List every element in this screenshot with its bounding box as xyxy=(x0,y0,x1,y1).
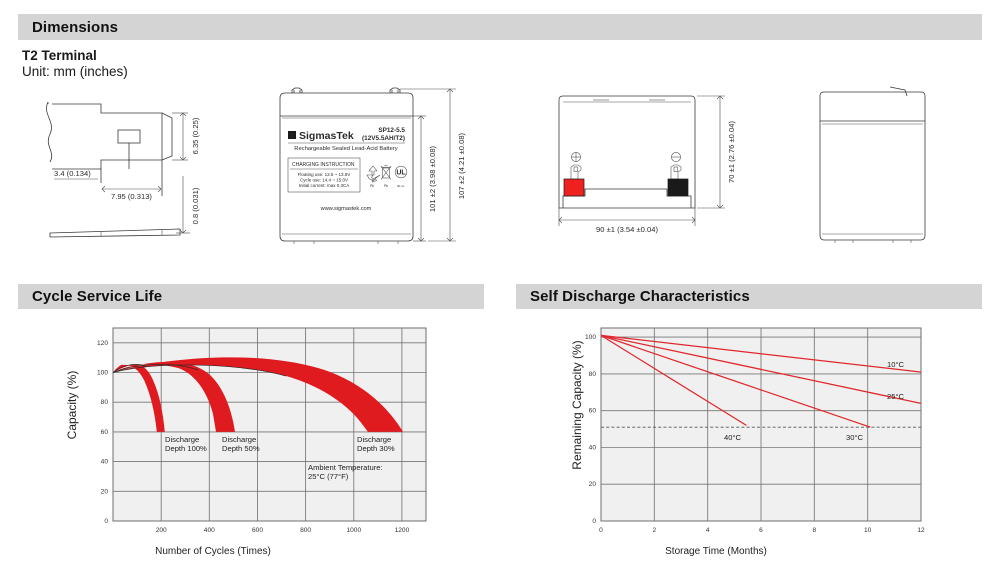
battery-top-view-drawing: 90 ±1 (3.54 ±0.04) 70 ±1 (2.76 ±0.04) xyxy=(545,84,755,252)
cycle-xtick-800: 800 xyxy=(300,527,311,534)
sigma-glyph-icon: Σ xyxy=(290,134,294,140)
recycle-caption: Pb xyxy=(370,184,374,188)
self-xtick-12: 12 xyxy=(917,527,925,534)
self-ytick-20: 20 xyxy=(589,481,597,488)
svg-text:UL: UL xyxy=(396,170,406,177)
terminal-type-label: T2 Terminal xyxy=(22,48,97,63)
cycle-ann-dd30-l2: Depth 30% xyxy=(357,444,395,453)
top-depth-dim: 70 ±1 (2.76 ±0.04) xyxy=(727,121,736,183)
cycle-ytick-20: 20 xyxy=(101,488,109,495)
cycle-ytick-0: 0 xyxy=(104,518,108,525)
cycle-ytick-80: 80 xyxy=(101,399,109,406)
negative-terminal-block xyxy=(667,178,689,197)
self-label-25c: 25°C xyxy=(887,392,904,401)
chart-cycle-service-life: 120 100 80 60 40 20 0 200 400 600 800 10… xyxy=(18,314,484,572)
self-line-40c xyxy=(600,334,747,426)
self-label-40c: 40°C xyxy=(724,433,741,442)
cycle-band-dd50 xyxy=(113,361,235,432)
cycle-ann-dd100-l2: Depth 100% xyxy=(165,444,207,453)
cycle-xtick-600: 600 xyxy=(252,527,263,534)
self-ytick-60: 60 xyxy=(589,408,597,415)
cycle-xtick-200: 200 xyxy=(156,527,167,534)
section-header-dimensions: Dimensions xyxy=(18,14,982,40)
ul-mark-icon: UL xyxy=(394,165,408,179)
self-label-30c: 30°C xyxy=(846,433,863,442)
charging-line-2: Cycle use: 14.4 ~ 15.0V xyxy=(300,178,348,183)
self-y-axis-title-text: Remaining Capacity (%) xyxy=(570,340,584,470)
terminal-width-dim: 3.4 (0.134) xyxy=(54,169,91,178)
crossed-bin-pb-icon xyxy=(380,165,392,180)
model-number: SP12-5.5 xyxy=(378,127,405,134)
cycle-x-axis-title: Number of Cycles (Times) xyxy=(155,546,271,557)
cycle-ann-ambient-l2: 25°C (77°F) xyxy=(308,472,349,481)
self-line-25c xyxy=(600,334,922,405)
self-xtick-0: 0 xyxy=(599,527,603,534)
cycle-ann-dd50-l1: Discharge xyxy=(222,435,256,444)
cycle-ytick-100: 100 xyxy=(97,370,108,377)
cycle-xtick-400: 400 xyxy=(204,527,215,534)
positive-terminal-block xyxy=(563,178,585,197)
self-line-30c xyxy=(600,334,871,428)
terminal-height-dim: 6.35 (0.25) xyxy=(191,117,200,154)
cycle-xtick-1000: 1000 xyxy=(346,527,361,534)
battery-subtitle: Rechargeable Sealed Lead-Acid Battery xyxy=(294,146,398,152)
cycle-band-dd100 xyxy=(113,364,165,432)
cycle-band-dd30 xyxy=(113,357,403,432)
self-ytick-0: 0 xyxy=(592,518,596,525)
self-xtick-2: 2 xyxy=(652,527,656,534)
self-xtick-4: 4 xyxy=(706,527,710,534)
self-label-10c: 10°C xyxy=(887,360,904,369)
self-ytick-80: 80 xyxy=(589,371,597,378)
self-x-axis-title: Storage Time (Months) xyxy=(665,546,767,557)
self-line-10c xyxy=(600,334,922,373)
cycle-ytick-40: 40 xyxy=(101,459,109,466)
battery-side-view-drawing xyxy=(795,82,935,252)
cycle-y-axis-title-text: Capacity (%) xyxy=(65,370,79,440)
section-title-cycle-service-life: Cycle Service Life xyxy=(32,288,163,305)
cycle-ytick-120: 120 xyxy=(97,340,108,347)
chart-self-discharge: 100 80 60 40 20 0 0 2 4 6 8 10 12 10°C 2… xyxy=(516,314,982,572)
section-header-self-discharge: Self Discharge Characteristics xyxy=(516,284,982,309)
dimensions-subheader: T2 Terminal Unit: mm (inches) xyxy=(22,48,128,80)
body-height-dim: 101 ±2 (3.98 ±0.08) xyxy=(428,145,437,212)
self-ytick-40: 40 xyxy=(589,445,597,452)
total-height-dim: 107 ±2 (4.21 ±0.08) xyxy=(457,132,466,199)
unit-note-label: Unit: mm (inches) xyxy=(22,64,128,79)
self-xtick-6: 6 xyxy=(759,527,763,534)
terminal-length-dim: 7.95 (0.313) xyxy=(111,192,152,201)
ul-caption: file no. xyxy=(397,184,405,188)
self-ytick-100: 100 xyxy=(585,334,596,341)
cycle-xtick-1200: 1200 xyxy=(395,527,410,534)
terminal-thickness-dim: 0.8 (0.031) xyxy=(191,187,200,224)
self-xtick-10: 10 xyxy=(864,527,872,534)
self-xtick-8: 8 xyxy=(812,527,816,534)
positive-terminal xyxy=(563,152,585,197)
cycle-ytick-60: 60 xyxy=(101,429,109,436)
charging-line-1: Floating use: 13.5 ~ 13.8V xyxy=(298,172,351,177)
website-label: www.sigmastek.com xyxy=(320,206,372,212)
cycle-ann-dd100-l1: Discharge xyxy=(165,435,199,444)
cycle-ann-dd50-l2: Depth 50% xyxy=(222,444,260,453)
charging-instruction-title: CHARGING INSTRUCTION xyxy=(292,162,355,168)
brand-name: SigmasTek xyxy=(299,130,354,142)
section-header-cycle-service-life: Cycle Service Life xyxy=(18,284,484,309)
recycle-pb-icon xyxy=(366,165,381,183)
cycle-ann-dd30-l1: Discharge xyxy=(357,435,391,444)
battery-front-view-drawing: Σ SigmasTek SP12-5.5 (12V5.5AH/T2) Recha… xyxy=(268,84,478,252)
charging-line-3: Initial current: max 0.3CA xyxy=(299,183,350,188)
negative-terminal xyxy=(667,152,689,197)
terminal-profile-drawing: 6.35 (0.25) 3.4 (0.134) 7.95 (0.313) 0.8… xyxy=(20,88,240,248)
section-title-dimensions: Dimensions xyxy=(32,18,119,36)
bin-caption: Pb xyxy=(384,184,388,188)
cycle-ann-ambient-l1: Ambient Temperature: xyxy=(308,463,383,472)
model-spec: (12V5.5AH/T2) xyxy=(362,135,405,142)
top-width-dim: 90 ±1 (3.54 ±0.04) xyxy=(596,225,658,234)
section-title-self-discharge: Self Discharge Characteristics xyxy=(530,288,750,305)
